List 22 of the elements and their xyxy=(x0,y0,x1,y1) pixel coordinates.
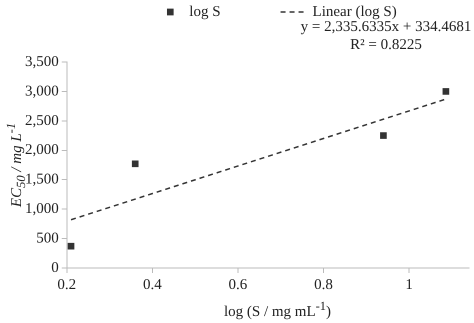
y-tick-label: 1,500 xyxy=(25,172,59,188)
y-tick-label: 2,500 xyxy=(25,112,59,129)
legend-label: log S xyxy=(189,4,221,20)
y-tick-label: 0 xyxy=(51,260,59,276)
y-tick-label: 3,000 xyxy=(25,83,59,100)
text: y = 2,335.6335x + 334.4681 xyxy=(300,18,472,35)
y-tick-label: 3,500 xyxy=(25,54,59,70)
legend-label: Linear (log S) xyxy=(312,4,397,20)
y-tick-label: 1,000 xyxy=(25,201,59,218)
x-tick-label: 0.8 xyxy=(314,276,333,293)
point xyxy=(380,132,387,139)
x-tick-label: 0.2 xyxy=(57,276,76,293)
point xyxy=(442,88,450,95)
y-tick-label: 500 xyxy=(36,230,59,247)
x-axis-title: log (S / mg mL$^{-1}$) xyxy=(222,299,332,321)
x-tick-label: 0.6 xyxy=(228,276,248,293)
x-tick-label: 0.4 xyxy=(142,276,162,293)
text: R² = 0.8225 xyxy=(350,36,422,53)
y-tick-label: 2,000 xyxy=(25,142,59,158)
x-tick-label: 1 xyxy=(405,276,413,293)
point xyxy=(68,242,74,250)
point xyxy=(132,160,139,168)
